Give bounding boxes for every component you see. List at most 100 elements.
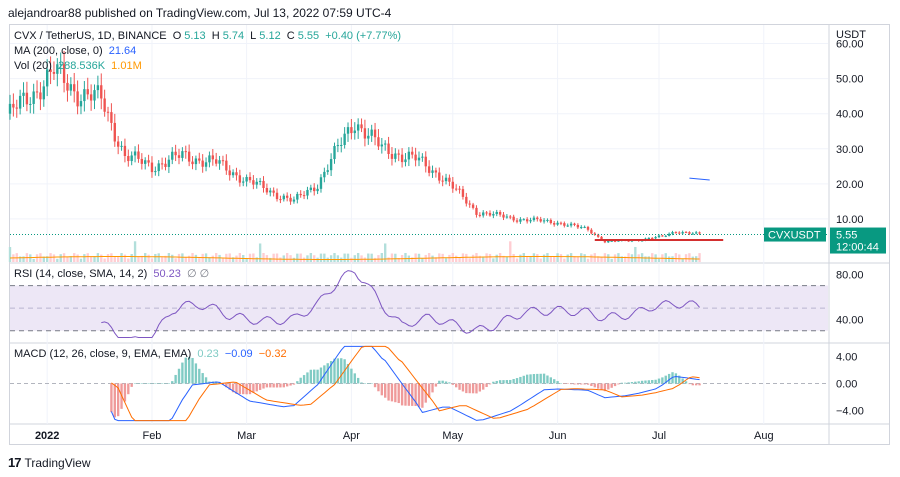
- candle-body: [583, 226, 586, 228]
- candle-body: [154, 171, 157, 173]
- volume-bar: [647, 256, 651, 262]
- macd-hist-bar: [191, 357, 194, 384]
- volume-bar: [89, 256, 93, 262]
- candle-body: [617, 240, 620, 242]
- candle-body: [18, 95, 22, 109]
- volume-bar: [394, 253, 397, 262]
- candle-body: [411, 151, 414, 155]
- volume-bar: [529, 256, 532, 262]
- macd-hist-bar: [529, 374, 532, 384]
- macd-hist-bar: [546, 375, 549, 384]
- candle-body: [285, 195, 289, 198]
- volume-bar: [485, 253, 488, 262]
- volume-bar: [421, 258, 424, 262]
- candle-body: [387, 143, 390, 154]
- candle-body: [25, 92, 29, 105]
- volume-bar: [333, 253, 336, 262]
- footer-brand[interactable]: 17 TradingView: [8, 455, 91, 470]
- macd-hist-bar: [461, 383, 465, 392]
- macd-hist-bar: [384, 383, 387, 398]
- macd-hist-bar: [681, 378, 684, 384]
- macd-hist-bar: [427, 383, 431, 398]
- candle-body: [218, 160, 221, 164]
- macd-hist-bar: [576, 383, 580, 385]
- volume-bar: [52, 254, 56, 262]
- candle-body: [228, 170, 231, 176]
- macd-hist-bar: [174, 374, 177, 384]
- volume-bar: [116, 255, 120, 262]
- macd-hist-bar: [549, 377, 553, 384]
- volume-bar: [171, 254, 174, 262]
- candle-body: [654, 237, 657, 239]
- symbol-title: CVX / TetherUS, 1D, BINANCE: [14, 30, 167, 42]
- macd-hist-bar: [522, 375, 525, 384]
- time-tick-label: 2022: [35, 430, 59, 442]
- candle-body: [127, 156, 130, 162]
- candle-body: [103, 98, 106, 112]
- macd-hist-bar: [296, 381, 299, 384]
- volume-bar: [593, 253, 596, 262]
- candle-body: [569, 223, 573, 226]
- candle-body: [451, 181, 454, 189]
- candle-body: [76, 91, 79, 107]
- candle-body: [144, 160, 147, 164]
- low-label: L: [250, 30, 257, 42]
- macd-hist-bar: [228, 383, 231, 390]
- candle-body: [262, 180, 265, 188]
- rsi-line: [101, 270, 700, 338]
- macd-hist-bar: [607, 383, 610, 390]
- macd-hist-bar: [654, 379, 657, 384]
- macd-hist-bar: [525, 374, 529, 384]
- macd-hist-value: 0.23: [197, 348, 219, 360]
- candle-body: [367, 135, 370, 139]
- macd-hist-bar: [434, 383, 438, 387]
- macd-hist-bar: [319, 367, 323, 384]
- candle-body: [580, 227, 583, 229]
- macd-hist-bar: [454, 383, 458, 388]
- volume-bar: [157, 253, 160, 262]
- volume-bar: [600, 256, 603, 262]
- candle-body: [563, 223, 566, 226]
- candle-body: [525, 219, 529, 222]
- price-tick-label: 60.00: [836, 39, 864, 51]
- macd-hist-bar: [292, 383, 296, 385]
- volume-bar: [434, 257, 438, 262]
- candle-body: [39, 92, 42, 100]
- time-tick-label: Apr: [343, 430, 360, 442]
- candle-body: [289, 197, 292, 202]
- macd-hist-bar: [691, 383, 694, 386]
- macd-hist-bar: [569, 383, 573, 385]
- volume-bar: [367, 253, 370, 262]
- chart-frame[interactable]: [9, 24, 890, 445]
- candle-body: [238, 175, 242, 183]
- volume-bar: [370, 253, 373, 262]
- volume-bar: [427, 253, 431, 262]
- macd-hist-bar: [566, 383, 569, 384]
- candle-body: [83, 89, 86, 102]
- volume-bar: [221, 258, 225, 262]
- volume-bar: [390, 253, 394, 262]
- macd-hist-bar: [610, 383, 613, 388]
- candle-body: [116, 141, 120, 147]
- macd-hist-bar: [130, 383, 133, 387]
- macd-hist-bar: [482, 383, 485, 390]
- candle-body: [546, 219, 549, 221]
- candle-body: [647, 237, 651, 239]
- candle-body: [79, 101, 83, 107]
- macd-hist-bar: [154, 383, 157, 384]
- candle-body: [319, 177, 323, 189]
- macd-hist-bar: [404, 383, 407, 406]
- volume-bar: [18, 256, 22, 262]
- volume-bar: [76, 254, 79, 262]
- candle-body: [454, 188, 458, 190]
- volume-bar: [79, 258, 83, 262]
- volume-bar: [177, 253, 181, 262]
- macd-hist-bar: [394, 383, 397, 403]
- volume-bar: [509, 241, 512, 262]
- macd-hist-bar: [282, 383, 285, 388]
- macd-hist-bar: [664, 375, 667, 384]
- macd-hist-bar: [133, 383, 137, 384]
- volume-bar: [252, 253, 255, 262]
- candle-body: [245, 176, 248, 182]
